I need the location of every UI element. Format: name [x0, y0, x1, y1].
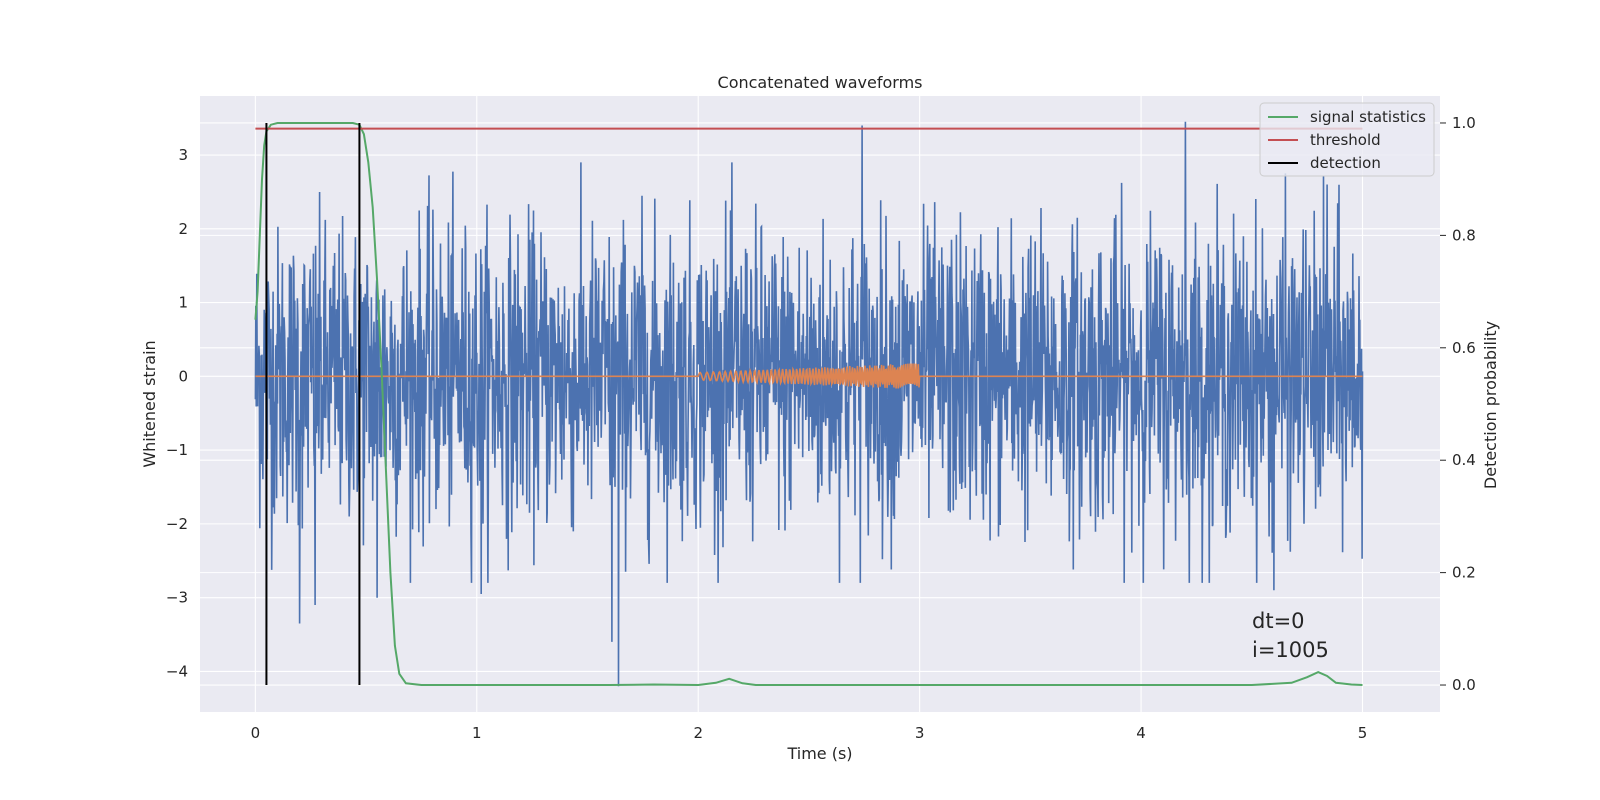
- x-tick-label: 3: [915, 724, 925, 742]
- x-tick-label: 1: [472, 724, 482, 742]
- y-tick-label: 3: [178, 146, 188, 164]
- chirp-series-line: [255, 363, 1363, 389]
- chart-title: Concatenated waveforms: [718, 73, 923, 92]
- x-tick-label: 2: [693, 724, 703, 742]
- x-tick-label: 5: [1358, 724, 1368, 742]
- y-tick-label: −2: [166, 515, 188, 533]
- y-axis-label: Whitened strain: [140, 340, 159, 467]
- y-tick-label: 0: [178, 367, 188, 385]
- x-tick-label: 4: [1136, 724, 1146, 742]
- y2-axis-label: Detection probability: [1481, 321, 1500, 489]
- y2-tick-label: 0.8: [1452, 226, 1476, 244]
- legend: signal statistics threshold detection: [1259, 102, 1435, 177]
- y2-axis-ticks: 0.0 0.2 0.4 0.6 0.8 1.0: [1440, 114, 1476, 694]
- annotation: dt=0 i=1005: [1252, 609, 1329, 662]
- legend-box: [1259, 102, 1435, 177]
- x-axis-ticks: 0 1 2 3 4 5: [251, 724, 1368, 742]
- annotation-i: i=1005: [1252, 638, 1329, 662]
- x-axis-label: Time (s): [786, 744, 852, 763]
- legend-label-threshold: threshold: [1310, 131, 1381, 149]
- annotation-dt: dt=0: [1252, 609, 1305, 633]
- y2-tick-label: 0.2: [1452, 564, 1476, 582]
- y-tick-label: −3: [166, 589, 188, 607]
- y-tick-label: 2: [178, 220, 188, 238]
- noise-series-line: [254, 121, 1364, 687]
- legend-label-signal-statistics: signal statistics: [1310, 108, 1426, 126]
- y-axis-ticks: −4 −3 −2 −1 0 1 2 3: [166, 146, 188, 680]
- y-tick-label: −1: [166, 441, 188, 459]
- y2-tick-label: 1.0: [1452, 114, 1476, 132]
- legend-label-detection: detection: [1310, 154, 1381, 172]
- y-tick-label: 1: [178, 294, 188, 312]
- y-tick-label: −4: [166, 662, 188, 680]
- x-tick-label: 0: [251, 724, 261, 742]
- signal-statistics-line: [254, 122, 1363, 687]
- y2-tick-label: 0.4: [1452, 451, 1476, 469]
- series-layer: [254, 121, 1364, 687]
- y2-tick-label: 0.6: [1452, 339, 1476, 357]
- y2-tick-label: 0.0: [1452, 676, 1476, 694]
